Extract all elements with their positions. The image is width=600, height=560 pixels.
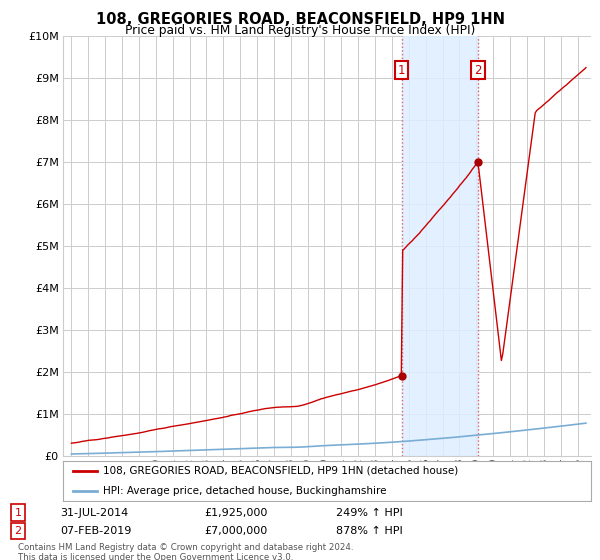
Text: £7,000,000: £7,000,000	[204, 526, 267, 536]
Text: 31-JUL-2014: 31-JUL-2014	[60, 508, 128, 517]
Text: 1: 1	[14, 508, 22, 517]
Text: 1: 1	[398, 63, 406, 77]
Text: 2: 2	[14, 526, 22, 536]
Bar	[402, 36, 478, 456]
Text: Contains HM Land Registry data © Crown copyright and database right 2024.
This d: Contains HM Land Registry data © Crown c…	[18, 543, 353, 560]
Text: 878% ↑ HPI: 878% ↑ HPI	[336, 526, 403, 536]
Text: £1,925,000: £1,925,000	[204, 508, 268, 517]
Text: 108, GREGORIES ROAD, BEACONSFIELD, HP9 1HN (detached house): 108, GREGORIES ROAD, BEACONSFIELD, HP9 1…	[103, 466, 458, 476]
Text: 2: 2	[474, 63, 482, 77]
Text: 108, GREGORIES ROAD, BEACONSFIELD, HP9 1HN: 108, GREGORIES ROAD, BEACONSFIELD, HP9 1…	[95, 12, 505, 27]
Text: HPI: Average price, detached house, Buckinghamshire: HPI: Average price, detached house, Buck…	[103, 486, 386, 496]
Text: 07-FEB-2019: 07-FEB-2019	[60, 526, 131, 536]
Text: Price paid vs. HM Land Registry's House Price Index (HPI): Price paid vs. HM Land Registry's House …	[125, 24, 475, 36]
Text: 249% ↑ HPI: 249% ↑ HPI	[336, 508, 403, 517]
